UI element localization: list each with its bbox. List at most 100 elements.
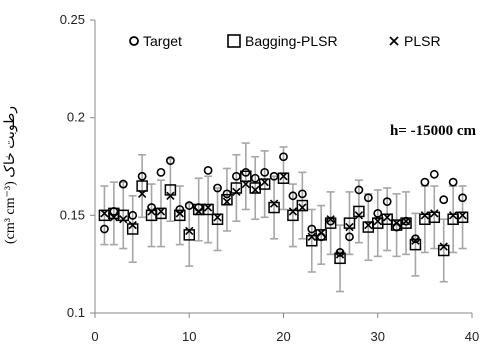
x-tick-label: 40 <box>465 329 479 344</box>
data-point <box>128 220 137 230</box>
data-point <box>335 248 345 257</box>
data-point <box>381 213 393 225</box>
data-point <box>430 209 439 218</box>
data-point <box>211 213 224 225</box>
error-bar <box>458 185 467 250</box>
error-bar <box>175 185 184 246</box>
error-bar <box>138 153 147 219</box>
data-point <box>260 177 269 187</box>
data-point <box>373 217 382 226</box>
data-point <box>354 211 364 220</box>
data-point <box>429 169 439 179</box>
data-point <box>174 209 186 222</box>
legend-item-target: Target <box>129 33 182 49</box>
data-point <box>137 171 147 181</box>
y-tick-label: 0.2 <box>67 110 85 125</box>
data-point <box>109 207 119 216</box>
data-point <box>251 185 260 195</box>
data-point <box>250 173 260 183</box>
data-point <box>194 203 204 212</box>
legend-label: Bagging-PLSR <box>245 33 338 49</box>
data-point <box>100 224 109 234</box>
data-point <box>382 197 392 207</box>
data-point <box>137 189 147 199</box>
data-point <box>392 222 401 232</box>
data-point <box>364 220 373 230</box>
legend-label: Target <box>143 33 182 49</box>
data-point <box>456 211 469 224</box>
error-bar <box>430 185 439 250</box>
error-bar <box>109 181 118 246</box>
error-bar <box>166 157 175 222</box>
data-point <box>147 203 156 212</box>
data-point <box>185 226 194 236</box>
legend-marker <box>227 34 241 48</box>
data-point <box>184 201 194 210</box>
data-point <box>222 189 232 199</box>
error-bar <box>392 193 401 258</box>
error-bar <box>298 171 307 240</box>
axes: 0.1 0.15 0.2 0.25 0 10 20 30 40 <box>60 12 480 344</box>
error-bar <box>232 153 241 222</box>
error-bar <box>336 224 345 293</box>
data-point <box>373 208 383 218</box>
y-axis-label: (cm³ cm⁻³) رطوبت خاک <box>3 106 18 244</box>
data-point <box>175 205 185 214</box>
chart-annotation: h= -15000 cm <box>390 123 477 139</box>
error-bar <box>194 177 203 242</box>
data-point <box>100 209 109 218</box>
error-bar <box>373 189 382 258</box>
data-point <box>363 193 373 203</box>
data-point <box>288 191 298 201</box>
data-point <box>136 180 148 192</box>
legend-item-bagging-plsr: Bagging-PLSR <box>227 33 338 49</box>
legend: Target Bagging-PLSR PLSR <box>129 33 441 49</box>
data-point <box>411 236 420 245</box>
data-point <box>213 213 222 222</box>
error-bar <box>251 155 260 221</box>
data-point <box>241 167 251 177</box>
data-point <box>297 189 307 199</box>
data-point <box>221 193 233 206</box>
legend-item-plsr: PLSR <box>389 33 441 49</box>
data-point <box>383 213 392 222</box>
data-point <box>156 167 166 177</box>
error-bar <box>204 175 213 244</box>
error-bar <box>326 191 335 256</box>
data-point <box>269 171 279 181</box>
series-target <box>100 152 467 257</box>
legend-label: PLSR <box>404 33 441 49</box>
error-bar <box>354 179 363 244</box>
data-point <box>240 170 252 183</box>
data-point <box>213 183 222 193</box>
data-point <box>260 167 270 177</box>
error-bar <box>213 187 222 252</box>
x-tick-label: 10 <box>182 329 196 344</box>
data-point <box>439 195 449 205</box>
error-bar <box>128 195 137 264</box>
error-bar <box>279 146 288 211</box>
data-point <box>458 211 467 220</box>
data-point <box>166 191 175 200</box>
y-tick-label: 0.25 <box>60 12 85 27</box>
data-point <box>222 197 232 206</box>
data-point <box>288 207 298 216</box>
error-bar <box>270 175 279 240</box>
data-point <box>202 203 214 216</box>
data-point <box>345 232 354 242</box>
data-point <box>296 199 309 212</box>
error-bar <box>317 204 326 265</box>
data-point <box>420 177 430 187</box>
data-point <box>448 177 458 187</box>
data-point <box>232 187 241 197</box>
data-point <box>307 224 317 234</box>
error-bar <box>100 185 109 246</box>
data-point <box>203 203 213 212</box>
x-tick-label: 20 <box>276 329 290 344</box>
error-bar <box>260 150 269 219</box>
data-point <box>231 171 241 181</box>
data-point <box>448 211 458 220</box>
error-bar <box>402 191 411 256</box>
error-bar <box>288 183 297 248</box>
